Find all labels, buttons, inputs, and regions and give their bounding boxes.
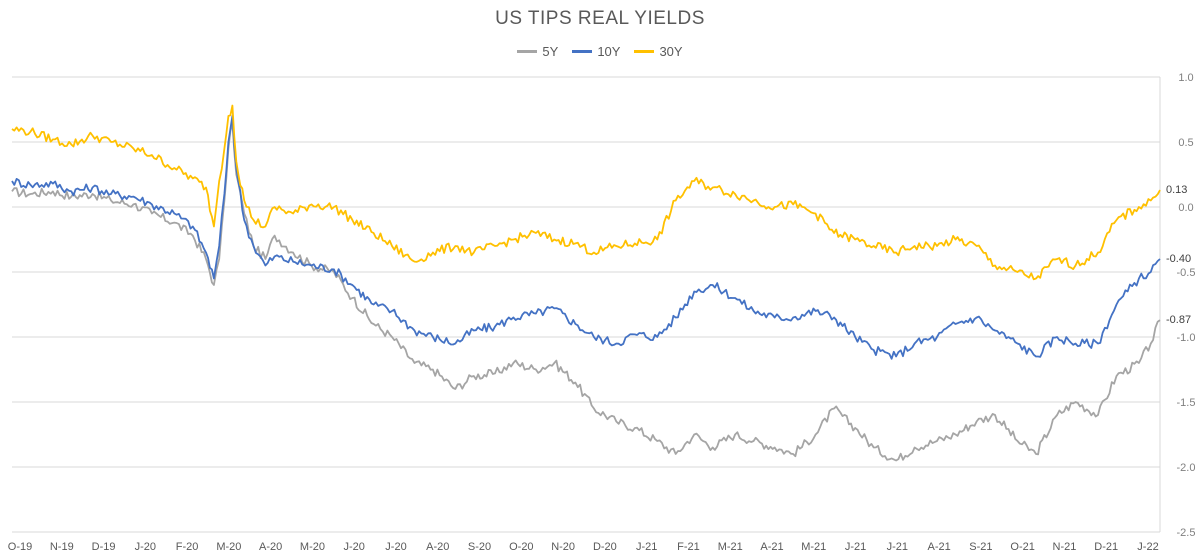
x-tick-label: S-20	[468, 541, 491, 553]
x-tick-label: O-20	[509, 541, 533, 553]
x-tick-label: J-22	[1137, 541, 1158, 553]
legend-swatch-10y	[572, 50, 593, 53]
legend-label-10y: 10Y	[597, 44, 621, 59]
legend-label-5y: 5Y	[542, 44, 559, 59]
legend-item-10y[interactable]: 10Y	[572, 44, 620, 59]
x-tick-label: F-21	[677, 541, 700, 553]
x-tick-label: N-20	[551, 541, 575, 553]
x-tick-label: J-21	[887, 541, 908, 553]
x-tick-label: A-20	[259, 541, 282, 553]
y-tick-label: -1.5	[1177, 397, 1196, 409]
x-tick-label: J-20	[135, 541, 156, 553]
series-line-10y	[11, 115, 1161, 360]
chart-title: US TIPS REAL YIELDS	[495, 8, 705, 29]
x-tick-label: J-20	[385, 541, 406, 553]
y-tick-label: 1.0	[1178, 72, 1193, 84]
x-tick-label: J-21	[636, 541, 657, 553]
x-tick-label: D-20	[593, 541, 617, 553]
y-tick-label: 0.5	[1178, 137, 1193, 149]
y-tick-label: -0.5	[1177, 267, 1196, 279]
end-label-10y: -0.40	[1166, 253, 1191, 265]
x-tick-label: D-19	[92, 541, 116, 553]
legend: 5Y 10Y 30Y	[0, 44, 1200, 59]
series-lines	[11, 104, 1161, 462]
legend-label-30y: 30Y	[659, 44, 683, 59]
legend-item-30y[interactable]: 30Y	[634, 44, 683, 59]
gridlines	[12, 76, 1161, 533]
y-tick-label: -2.5	[1177, 527, 1196, 539]
x-tick-label: S-21	[969, 541, 992, 553]
x-tick-label: D-21	[1094, 541, 1118, 553]
legend-swatch-5y	[517, 50, 538, 53]
x-tick-label: A-21	[760, 541, 783, 553]
series-line-30y	[11, 104, 1161, 281]
x-tick-label: J-20	[344, 541, 365, 553]
x-tick-label: M-20	[300, 541, 325, 553]
legend-item-5y[interactable]: 5Y	[517, 44, 558, 59]
end-labels: -0.87 -0.40 0.13	[1166, 184, 1191, 326]
y-axis-ticks: 1.0 0.5 0.0 -0.5 -1.0 -1.5 -2.0 -2.5	[1177, 72, 1196, 539]
x-tick-label: M-20	[216, 541, 241, 553]
x-tick-label: J-21	[845, 541, 866, 553]
series-line-5y	[11, 121, 1161, 462]
x-tick-label: M-21	[801, 541, 826, 553]
x-tick-label: M-21	[718, 541, 743, 553]
y-tick-label: 0.0	[1178, 202, 1193, 214]
y-tick-label: -2.0	[1177, 462, 1196, 474]
x-axis-ticks: O-19 N-19 D-19 J-20 F-20 M-20 A-20 M-20 J-20 J-20…	[8, 541, 1159, 553]
x-tick-label: N-21	[1053, 541, 1077, 553]
x-tick-label: N-19	[50, 541, 74, 553]
x-tick-label: F-20	[176, 541, 199, 553]
legend-swatch-30y	[634, 50, 655, 53]
y-tick-label: -1.0	[1177, 332, 1196, 344]
end-label-30y: 0.13	[1166, 184, 1187, 196]
x-tick-label: O-19	[8, 541, 32, 553]
x-tick-label: A-20	[426, 541, 449, 553]
end-label-5y: -0.87	[1166, 314, 1191, 326]
x-tick-label: A-21	[927, 541, 950, 553]
x-tick-label: O-21	[1010, 541, 1034, 553]
